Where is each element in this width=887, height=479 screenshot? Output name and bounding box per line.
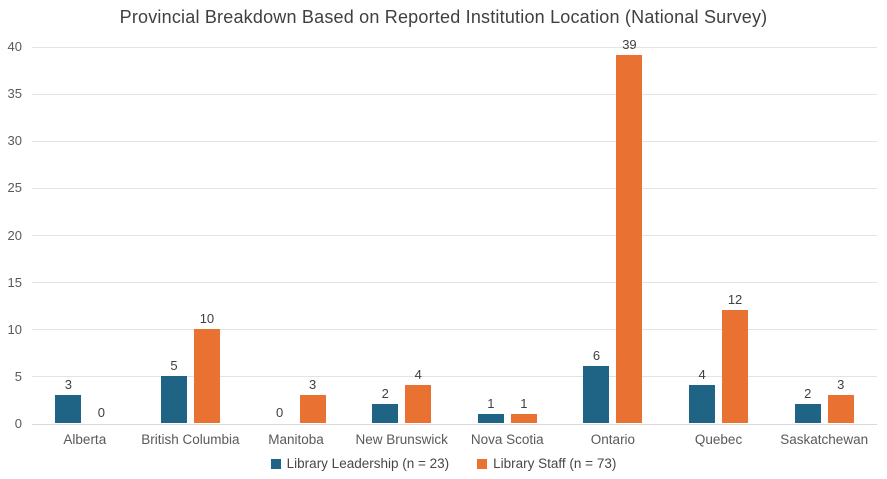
chart-title: Provincial Breakdown Based on Reported I…	[119, 7, 768, 27]
gridline	[32, 329, 877, 331]
legend-label: Library Leadership (n = 23)	[286, 456, 450, 471]
bar-value-label: 1	[487, 395, 495, 411]
bar-value-label: 39	[622, 37, 637, 53]
bar-library-leadership	[477, 413, 504, 423]
bar-value-label: 6	[592, 348, 601, 364]
y-axis-tick-label: 40	[7, 39, 22, 54]
x-axis-category-label: Alberta	[63, 432, 107, 447]
gridline	[32, 93, 877, 95]
bar-library-staff	[405, 385, 432, 423]
legend-item: Library Leadership (n = 23)	[270, 456, 450, 471]
bar-library-leadership	[689, 385, 716, 423]
y-axis-tick-label: 15	[7, 274, 22, 290]
plot-area	[32, 46, 877, 425]
bar-value-label: 5	[170, 357, 178, 373]
gridline	[32, 282, 877, 284]
x-axis-category-label: Nova Scotia	[470, 432, 544, 447]
bar-value-label: 3	[64, 376, 72, 392]
bar-value-label: 2	[381, 386, 389, 402]
bar-library-staff	[616, 55, 643, 423]
bar-value-label: 4	[698, 367, 706, 383]
x-axis-category-label: Saskatchewan	[780, 432, 869, 447]
bar-value-label: 2	[804, 386, 812, 402]
gridline	[32, 46, 877, 48]
x-axis-category-label: Manitoba	[268, 432, 324, 447]
y-axis-tick-label: 0	[14, 416, 22, 431]
x-axis-category-label: British Columbia	[141, 432, 240, 447]
y-axis-tick-label: 5	[14, 368, 22, 384]
x-axis-category-label: Ontario	[590, 432, 636, 447]
bar-value-label: 4	[414, 367, 422, 383]
x-axis-category-label: Quebec	[694, 432, 743, 447]
bar-value-label: 0	[97, 405, 105, 420]
bar-library-staff	[193, 328, 220, 423]
legend-label: Library Staff (n = 73)	[493, 456, 617, 471]
y-axis-tick-label: 10	[7, 321, 22, 337]
bar-library-leadership	[794, 404, 821, 423]
bar-library-staff	[299, 394, 326, 423]
y-axis-tick-label: 35	[7, 86, 22, 102]
bar-library-staff	[510, 413, 537, 423]
x-axis-category-label: New Brunswick	[355, 432, 448, 447]
gridline	[32, 140, 877, 142]
bar-value-label: 3	[837, 376, 845, 392]
legend-item: Library Staff (n = 73)	[477, 456, 616, 471]
bar-library-leadership	[372, 404, 399, 423]
bar-library-staff	[827, 394, 854, 423]
y-axis-tick-label: 20	[7, 227, 22, 243]
bar-value-label: 12	[727, 291, 743, 307]
bar-library-leadership	[55, 394, 82, 423]
y-axis-tick-label: 25	[7, 180, 22, 196]
gridline	[32, 187, 877, 189]
bar-library-staff	[722, 309, 749, 423]
bar-value-label: 10	[199, 310, 215, 326]
bar-value-label: 3	[308, 376, 317, 392]
gridline	[32, 376, 877, 378]
legend-swatch-icon	[270, 458, 281, 469]
legend: Library Leadership (n = 23) Library Staff…	[0, 456, 887, 471]
bar-library-leadership	[160, 375, 187, 423]
legend-swatch-icon	[477, 458, 488, 469]
y-axis-tick-label: 30	[7, 133, 22, 149]
bar-value-label: 1	[520, 395, 528, 411]
bar-library-leadership	[583, 366, 610, 423]
bar-value-label: 0	[275, 405, 284, 420]
gridline	[32, 423, 877, 425]
gridline	[32, 235, 877, 236]
